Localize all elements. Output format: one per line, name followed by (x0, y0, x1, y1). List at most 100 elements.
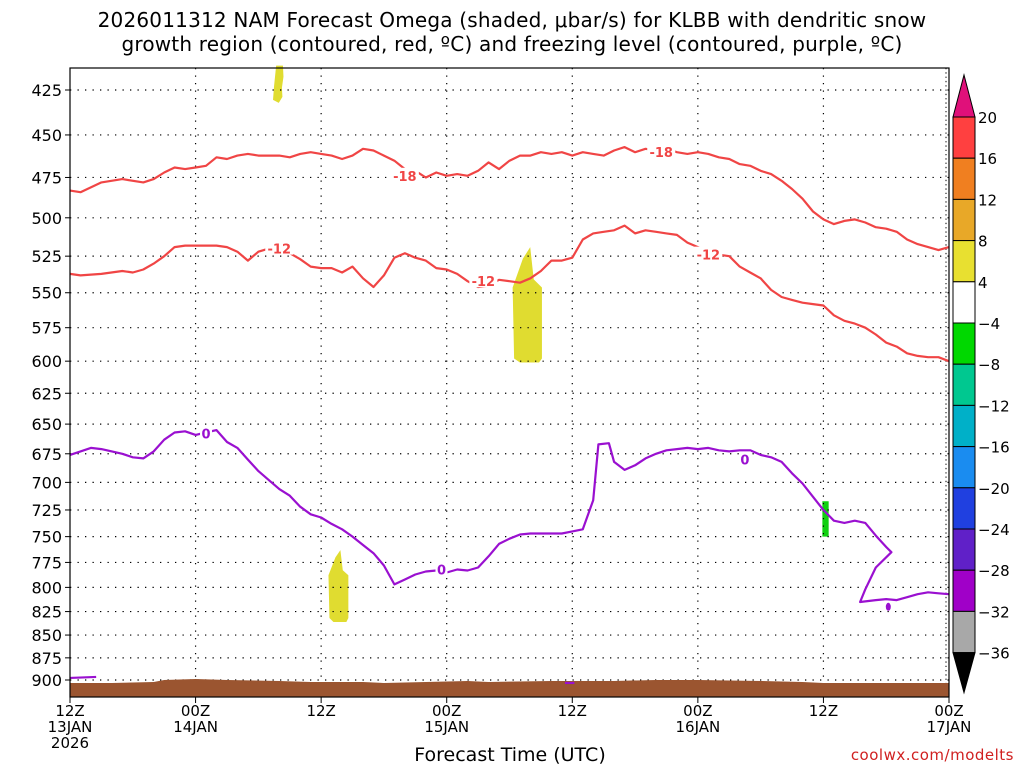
colorbar-bin (952, 446, 976, 489)
contour-label: -12 (472, 275, 496, 290)
y-tick-label: 425 (31, 81, 62, 100)
y-tick-label: 450 (31, 126, 62, 145)
omega-patch (512, 247, 542, 363)
x-tick-label: 12Z (558, 702, 587, 720)
colorbar-label: 4 (978, 274, 988, 292)
contour-label: 0 (437, 563, 446, 578)
contour-labels: -18 -18 -12 -12 -12 0 0 0 (200, 144, 751, 578)
contour-label: -18 (649, 146, 673, 161)
x-tick-label: 12Z (306, 702, 335, 720)
colorbar-bin (952, 198, 976, 242)
x-tick-label: 12Z (809, 702, 838, 720)
y-tick-label: 625 (31, 384, 62, 403)
x-tick-label: 12Z (55, 702, 84, 720)
colorbar-label: −20 (978, 480, 1010, 498)
colorbar-label: −4 (978, 315, 1000, 333)
colorbar-bin (952, 240, 976, 283)
colorbar-bin (952, 404, 976, 448)
x-tick-label: 15JAN (424, 718, 469, 736)
y-tick-label: 500 (31, 209, 62, 228)
colorbar-label: −32 (978, 603, 1010, 621)
omega-shading (273, 65, 829, 622)
grid (70, 68, 949, 697)
y-tick-label: 775 (31, 553, 62, 572)
colorbar-label: −24 (978, 521, 1010, 539)
omega-patch (273, 65, 284, 103)
contour-label-bg (200, 425, 213, 440)
colorbar: 20 16 12 8 4 −4 −8 −12 −16 −20 −24 −28 −32 −36 (952, 73, 1010, 695)
colorbar-label: −28 (978, 562, 1010, 580)
colorbar-label: −8 (978, 356, 1000, 374)
contour-label: 0 (202, 428, 211, 443)
colorbar-bottom-arrow (952, 652, 976, 695)
contour-label-bg (647, 144, 676, 159)
colorbar-bin (952, 363, 976, 406)
plot-frame (69, 67, 950, 698)
y-tick-label: 700 (31, 473, 62, 492)
colorbar-bin (952, 528, 976, 571)
freezing-blob (885, 602, 891, 611)
colorbar-label: 16 (978, 150, 997, 168)
y-tick-label: 900 (31, 671, 62, 690)
y-tick-label: 475 (31, 168, 62, 187)
contour-label: -18 (393, 170, 417, 185)
x-tick-label: 00Z (934, 702, 963, 720)
y-tick-label: 850 (31, 626, 62, 645)
omega-patch (328, 550, 349, 622)
colorbar-label: 20 (978, 109, 997, 127)
y-tick-label: 525 (31, 247, 62, 266)
colorbar-bin (952, 116, 976, 159)
x-tick-label: 17JAN (927, 718, 972, 736)
colorbar-label: 12 (978, 191, 997, 209)
terrain (69, 675, 949, 697)
y-tick-label: 875 (31, 649, 62, 668)
y-tick-label: 800 (31, 578, 62, 597)
contour-label-bg (265, 240, 294, 255)
y-tick-label: 650 (31, 415, 62, 434)
x-tick-label: 2026 (51, 734, 89, 752)
y-tick-label: 600 (31, 352, 62, 371)
contour-label-bg (435, 561, 448, 576)
y-tick-label: 675 (31, 445, 62, 464)
credit-text: coolwx.com/modelts (850, 746, 1014, 764)
contour-line (69, 429, 950, 604)
colorbar-top-arrow (952, 73, 976, 118)
y-tick-label: 550 (31, 284, 62, 303)
x-axis-title: Forecast Time (UTC) (414, 744, 606, 766)
colorbar-label: −16 (978, 439, 1010, 457)
colorbar-label: −36 (978, 645, 1010, 663)
contour-label-bg (390, 167, 419, 182)
x-tick-label: 00Z (432, 702, 461, 720)
y-axis: 425 450 475 500 525 550 575 600 625 650 675 700 725 7… (31, 81, 70, 690)
contour-label-bg (469, 273, 498, 288)
x-tick-label: 13JAN (48, 718, 93, 736)
contour-label-bg (738, 451, 751, 466)
contour-label: 0 (740, 454, 749, 469)
contour-label: -12 (268, 243, 292, 258)
colorbar-bin (952, 569, 976, 612)
y-tick-label: 575 (31, 319, 62, 338)
terrain-surface (70, 678, 949, 697)
y-tick-label: 725 (31, 501, 62, 520)
colorbar-bin (952, 322, 976, 365)
colorbar-bin (952, 281, 976, 324)
y-tick-label: 750 (31, 528, 62, 547)
colorbar-bin (952, 157, 976, 200)
y-tick-label: 825 (31, 603, 62, 622)
colorbar-label: 8 (978, 233, 988, 251)
x-tick-label: 00Z (181, 702, 210, 720)
chart-title-line-1: 2026011312 NAM Forecast Omega (shaded, μ… (97, 8, 927, 32)
contour-lines (69, 146, 950, 611)
contour-label-bg (694, 246, 723, 261)
x-tick-label: 14JAN (173, 718, 218, 736)
contour-label: -12 (697, 249, 721, 264)
colorbar-bin (952, 487, 976, 530)
contour-line (69, 146, 950, 252)
plot-border (69, 67, 950, 698)
contour-line (69, 224, 950, 363)
x-tick-label: 00Z (683, 702, 712, 720)
x-tick-label: 16JAN (675, 718, 720, 736)
colorbar-bin (952, 610, 976, 654)
